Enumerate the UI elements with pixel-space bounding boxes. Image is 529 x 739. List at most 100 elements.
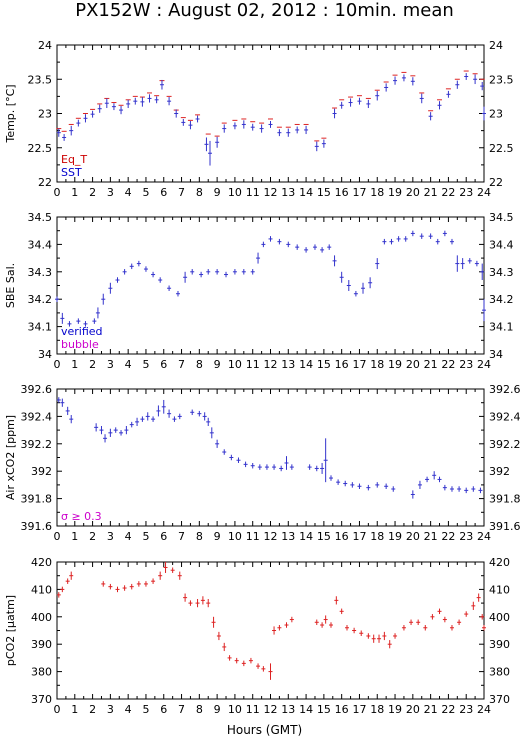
x-tick-label: 23 xyxy=(459,530,473,543)
x-tick-label: 17 xyxy=(352,530,366,543)
legend-entry: SST xyxy=(61,166,82,179)
y-tick-label: 370 xyxy=(31,693,52,706)
y-tick-label-right: 380 xyxy=(489,666,510,679)
y-tick-label: 392.6 xyxy=(21,383,53,396)
y-tick-label: 22.5 xyxy=(28,142,53,155)
x-tick-label: 6 xyxy=(160,358,167,371)
x-tick-label: 16 xyxy=(335,358,349,371)
x-tick-label: 0 xyxy=(54,358,61,371)
x-tick-label: 22 xyxy=(441,530,455,543)
x-tick-label: 8 xyxy=(196,358,203,371)
x-tick-label: 23 xyxy=(459,703,473,716)
y-tick-label: 380 xyxy=(31,666,52,679)
y-tick-label: 392 xyxy=(31,465,52,478)
y-tick-label-right: 34.1 xyxy=(489,321,514,334)
x-tick-label: 4 xyxy=(125,186,132,199)
x-tick-label: 21 xyxy=(424,358,438,371)
y-tick-label-right: 34.5 xyxy=(489,211,514,224)
x-tick-label: 15 xyxy=(317,703,331,716)
x-tick-label: 13 xyxy=(281,703,295,716)
y-axis-label: pCO2 [μatm] xyxy=(4,595,17,666)
x-tick-label: 6 xyxy=(160,703,167,716)
x-tick-label: 15 xyxy=(317,530,331,543)
y-tick-label: 23 xyxy=(38,108,52,121)
legend-entry: verified xyxy=(61,325,103,338)
y-tick-label: 391.6 xyxy=(21,520,53,533)
x-tick-label: 16 xyxy=(335,186,349,199)
x-tick-label: 19 xyxy=(388,358,402,371)
series-xco2 xyxy=(56,397,483,499)
y-tick-label-right: 34.2 xyxy=(489,293,514,306)
x-tick-label: 5 xyxy=(142,530,149,543)
x-tick-label: 1 xyxy=(71,530,78,543)
series-verified xyxy=(55,230,486,327)
x-tick-label: 22 xyxy=(441,358,455,371)
x-tick-label: 4 xyxy=(125,358,132,371)
x-tick-label: 1 xyxy=(71,703,78,716)
x-tick-label: 2 xyxy=(89,703,96,716)
x-tick-label: 7 xyxy=(178,358,185,371)
y-tick-label-right: 392 xyxy=(489,465,510,478)
y-tick-label-right: 392.6 xyxy=(489,383,521,396)
y-tick-label: 23.5 xyxy=(28,73,53,86)
x-tick-label: 2 xyxy=(89,530,96,543)
y-tick-label-right: 23 xyxy=(489,108,503,121)
x-tick-label: 18 xyxy=(370,530,384,543)
x-tick-label: 5 xyxy=(142,358,149,371)
y-tick-label-right: 24 xyxy=(489,39,503,52)
x-tick-label: 14 xyxy=(299,186,313,199)
x-tick-label: 4 xyxy=(125,530,132,543)
x-tick-label: 17 xyxy=(352,703,366,716)
legend-entry: bubble xyxy=(61,338,99,351)
x-tick-label: 2 xyxy=(89,186,96,199)
x-tick-label: 16 xyxy=(335,703,349,716)
panel-4: 0 1 2 3 4 5 6 7 8 9 10 11 12 13 14 15 16 17 18 19 20 21 22 23 24… xyxy=(4,556,510,716)
y-tick-label: 34.5 xyxy=(28,211,53,224)
x-tick-label: 16 xyxy=(335,530,349,543)
y-tick-label-right: 22.5 xyxy=(489,142,514,155)
x-tick-label: 22 xyxy=(441,186,455,199)
y-tick-label: 24 xyxy=(38,39,52,52)
y-tick-label-right: 392.4 xyxy=(489,410,521,423)
x-tick-label: 15 xyxy=(317,186,331,199)
y-tick-label: 34.1 xyxy=(28,321,53,334)
x-tick-label: 13 xyxy=(281,530,295,543)
x-tick-label: 7 xyxy=(178,703,185,716)
x-tick-label: 0 xyxy=(54,530,61,543)
x-tick-label: 3 xyxy=(107,186,114,199)
chart-title: PX152W : August 02, 2012 : 10min. mean xyxy=(75,0,454,21)
y-tick-label: 392.4 xyxy=(21,410,53,423)
x-tick-label: 20 xyxy=(406,703,420,716)
x-tick-label: 1 xyxy=(71,186,78,199)
y-tick-label-right: 390 xyxy=(489,638,510,651)
y-tick-label: 22 xyxy=(38,176,52,189)
x-tick-label: 20 xyxy=(406,530,420,543)
x-tick-label: 7 xyxy=(178,530,185,543)
legend-entry: σ ≥ 0.3 xyxy=(61,510,102,523)
y-axis-label: Air xCO2 [ppm] xyxy=(4,415,17,500)
x-tick-label: 6 xyxy=(160,530,167,543)
x-tick-label: 11 xyxy=(246,186,260,199)
y-tick-label: 34.2 xyxy=(28,293,53,306)
panel-3: 0 1 2 3 4 5 6 7 8 9 10 11 12 13 14 15 16 17 18 19 20 21 22 23 24… xyxy=(4,383,521,543)
x-tick-label: 9 xyxy=(214,530,221,543)
x-tick-label: 7 xyxy=(178,186,185,199)
y-tick-label: 34.4 xyxy=(28,238,53,251)
y-tick-label: 391.8 xyxy=(21,493,53,506)
x-tick-label: 10 xyxy=(228,530,242,543)
x-tick-label: 9 xyxy=(214,703,221,716)
y-tick-label-right: 22 xyxy=(489,176,503,189)
x-tick-label: 18 xyxy=(370,186,384,199)
x-tick-label: 11 xyxy=(246,530,260,543)
x-tick-label: 10 xyxy=(228,186,242,199)
x-tick-label: 8 xyxy=(196,530,203,543)
x-tick-label: 19 xyxy=(388,186,402,199)
y-tick-label: 400 xyxy=(31,611,52,624)
x-tick-label: 8 xyxy=(196,703,203,716)
y-axis-label: Temp. [°C] xyxy=(4,84,17,143)
x-tick-label: 12 xyxy=(264,703,278,716)
x-tick-label: 21 xyxy=(424,530,438,543)
x-tick-label: 8 xyxy=(196,186,203,199)
x-tick-label: 23 xyxy=(459,358,473,371)
x-tick-label: 0 xyxy=(54,186,61,199)
